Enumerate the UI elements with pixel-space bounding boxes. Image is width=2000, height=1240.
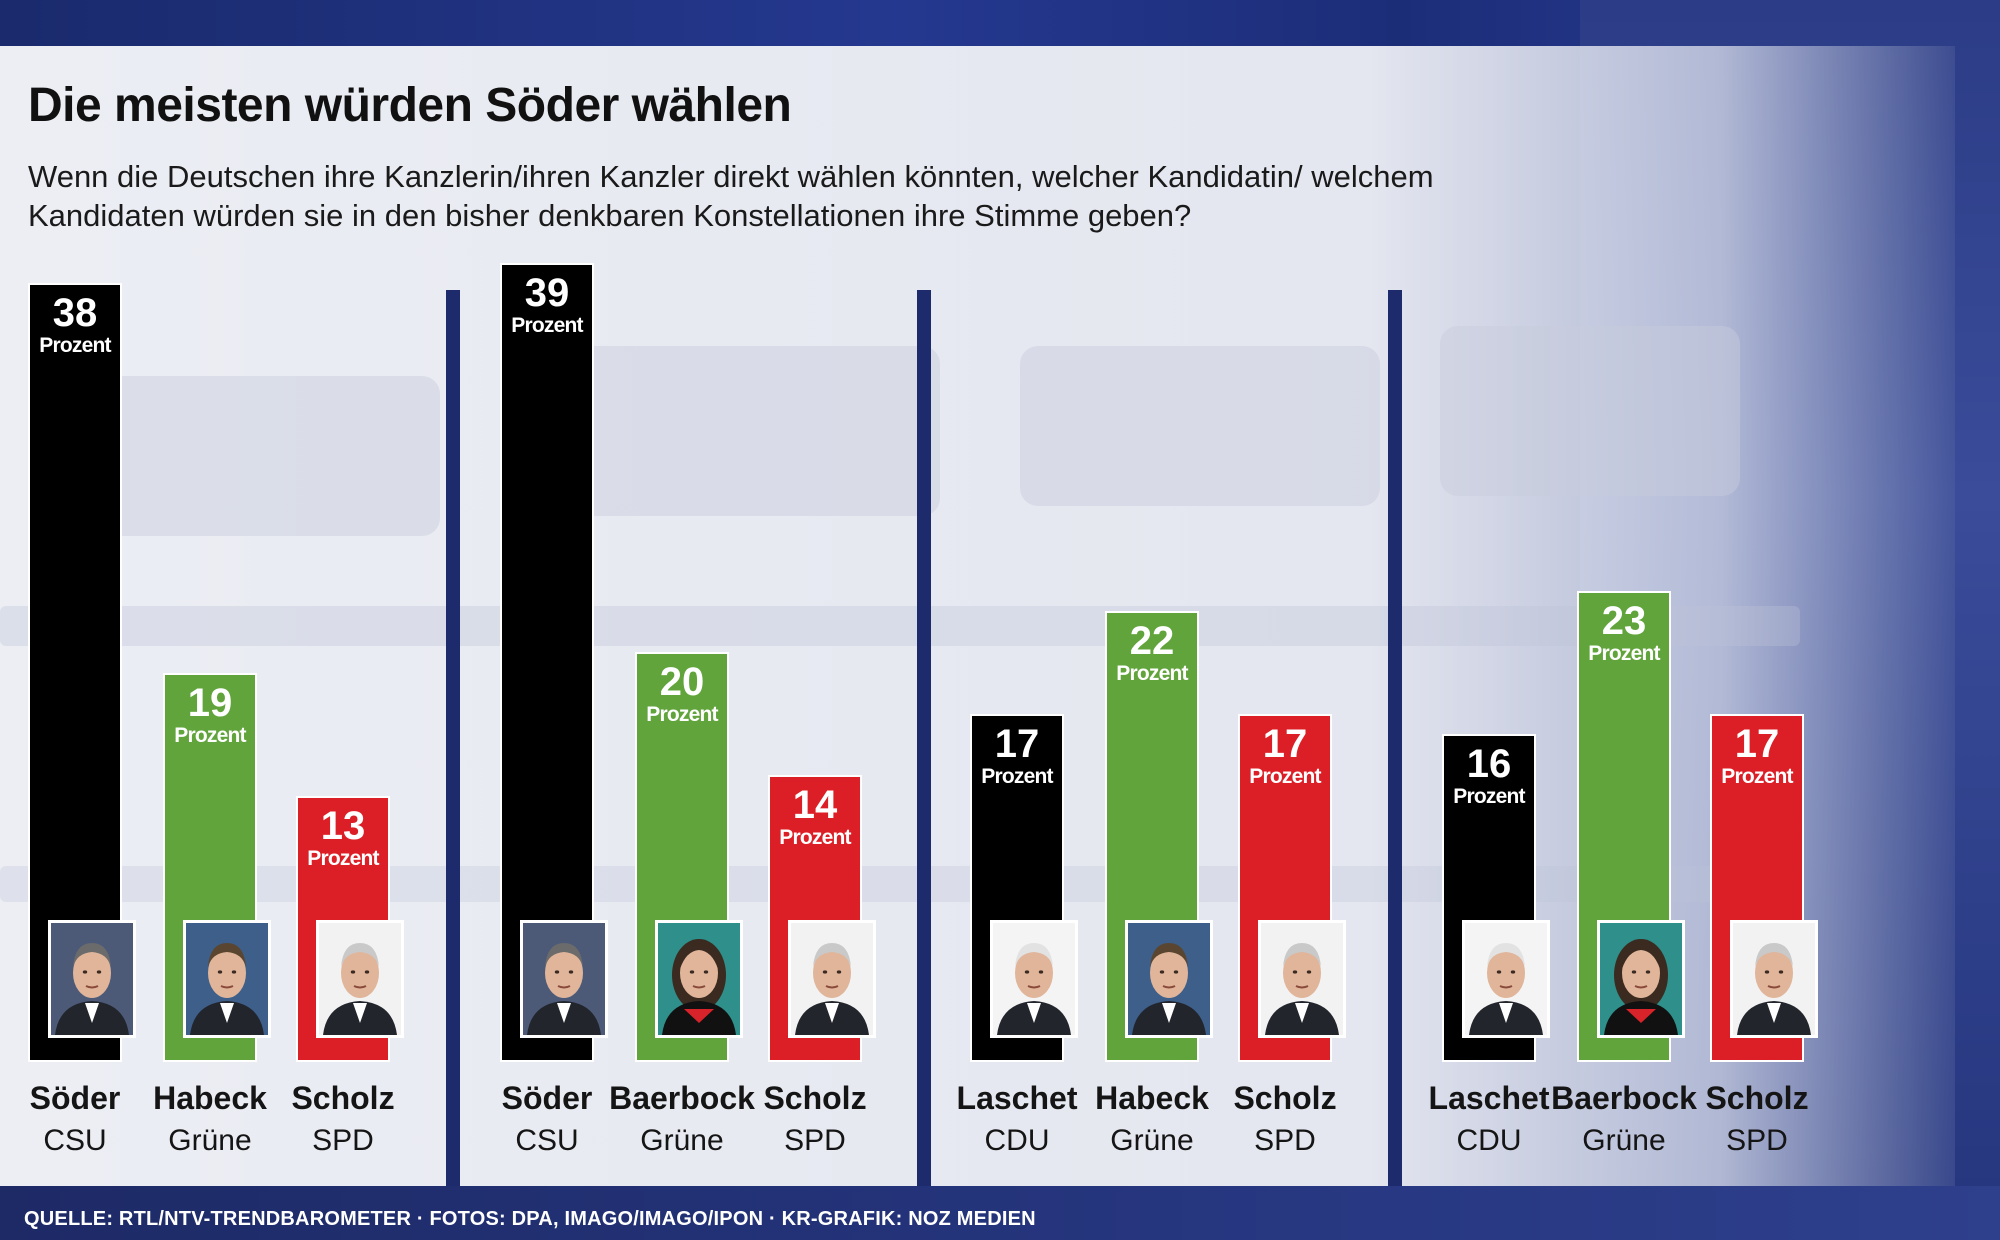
bar-value-label: 16: [1466, 742, 1512, 786]
scholz-photo: [316, 920, 404, 1038]
bar-value-label: 17: [1262, 721, 1308, 766]
bar-unit-label: Prozent: [1249, 764, 1321, 788]
candidate-name: Laschet: [956, 1080, 1078, 1116]
bar-unit-label: Prozent: [307, 846, 379, 870]
baerbock-photo: [1597, 920, 1685, 1038]
candidate-name: Baerbock: [609, 1080, 755, 1116]
candidate-party: CDU: [984, 1124, 1050, 1157]
candidate-name: Söder: [501, 1080, 593, 1116]
bar-value-label: 22: [1129, 619, 1175, 663]
laschet-photo: [1462, 920, 1550, 1038]
bar-unit-label: Prozent: [779, 826, 851, 849]
source-note: QUELLE: RTL/NTV-TRENDBAROMETER · FOTOS: …: [24, 1208, 1036, 1230]
group-divider: [1388, 290, 1402, 1186]
chart-subtitle: Wenn die Deutschen ihre Kanzlerin/ihren …: [28, 159, 1434, 233]
bar-unit-label: Prozent: [1116, 662, 1188, 685]
candidate-name: Söder: [29, 1080, 121, 1116]
candidate-name: Habeck: [1095, 1080, 1209, 1116]
candidate-name: Baerbock: [1551, 1080, 1697, 1116]
candidate-party: CDU: [1456, 1124, 1522, 1157]
candidate-party: CSU: [515, 1124, 579, 1157]
chart-title: Die meisten würden Söder wählen: [28, 79, 792, 132]
bar-unit-label: Prozent: [39, 334, 111, 357]
bar-unit-label: Prozent: [646, 703, 718, 726]
candidate-party: SPD: [312, 1124, 374, 1157]
candidate-party: Grüne: [168, 1124, 252, 1157]
candidate-party: Grüne: [640, 1124, 724, 1157]
habeck-photo: [1125, 920, 1213, 1038]
laschet-photo: [990, 920, 1078, 1038]
candidate-name: Scholz: [291, 1080, 395, 1116]
bar-value-label: 14: [792, 783, 838, 827]
habeck-photo: [183, 920, 271, 1038]
candidate-party: Grüne: [1110, 1124, 1194, 1157]
footer-band: [0, 1186, 2000, 1240]
candidate-party: SPD: [784, 1124, 846, 1157]
bar-value-label: 20: [659, 660, 705, 704]
group-divider: [446, 290, 460, 1186]
candidate-party: SPD: [1254, 1124, 1316, 1157]
background-seat: [1020, 346, 1380, 506]
bar-value-label: 17: [1734, 721, 1780, 766]
scholz-photo: [788, 920, 876, 1038]
bar-value-label: 19: [187, 680, 233, 725]
background-seat: [560, 346, 940, 516]
bar-unit-label: Prozent: [1453, 785, 1525, 808]
candidate-name: Habeck: [153, 1080, 267, 1116]
baerbock-photo: [655, 920, 743, 1038]
bar-unit-label: Prozent: [981, 764, 1053, 788]
scholz-photo: [1258, 920, 1346, 1038]
scholz-photo: [1730, 920, 1818, 1038]
candidate-party: Grüne: [1582, 1124, 1666, 1157]
soeder-photo: [520, 920, 608, 1038]
candidate-party: CSU: [43, 1124, 107, 1157]
background-seat: [80, 376, 440, 536]
bar-unit-label: Prozent: [174, 723, 246, 747]
bar-value-label: 23: [1601, 598, 1647, 643]
bar-unit-label: Prozent: [1721, 764, 1793, 788]
bar-value-label: 39: [524, 270, 570, 315]
group-divider: [917, 290, 931, 1186]
bar-value-label: 38: [52, 291, 98, 335]
background-desk-row: [0, 606, 1800, 646]
candidate-name: Scholz: [763, 1080, 867, 1116]
candidate-party: SPD: [1726, 1124, 1788, 1157]
soeder-photo: [48, 920, 136, 1038]
background-seat: [1440, 326, 1740, 496]
bar-unit-label: Prozent: [511, 313, 583, 337]
bar-unit-label: Prozent: [1588, 641, 1660, 665]
candidate-name: Scholz: [1705, 1080, 1809, 1116]
candidate-name: Laschet: [1428, 1080, 1550, 1116]
bar-laschet: 17 Prozent: [970, 713, 1064, 1062]
candidate-name: Scholz: [1233, 1080, 1337, 1116]
bar-value-label: 13: [320, 803, 366, 848]
bar-value-label: 17: [994, 721, 1040, 766]
